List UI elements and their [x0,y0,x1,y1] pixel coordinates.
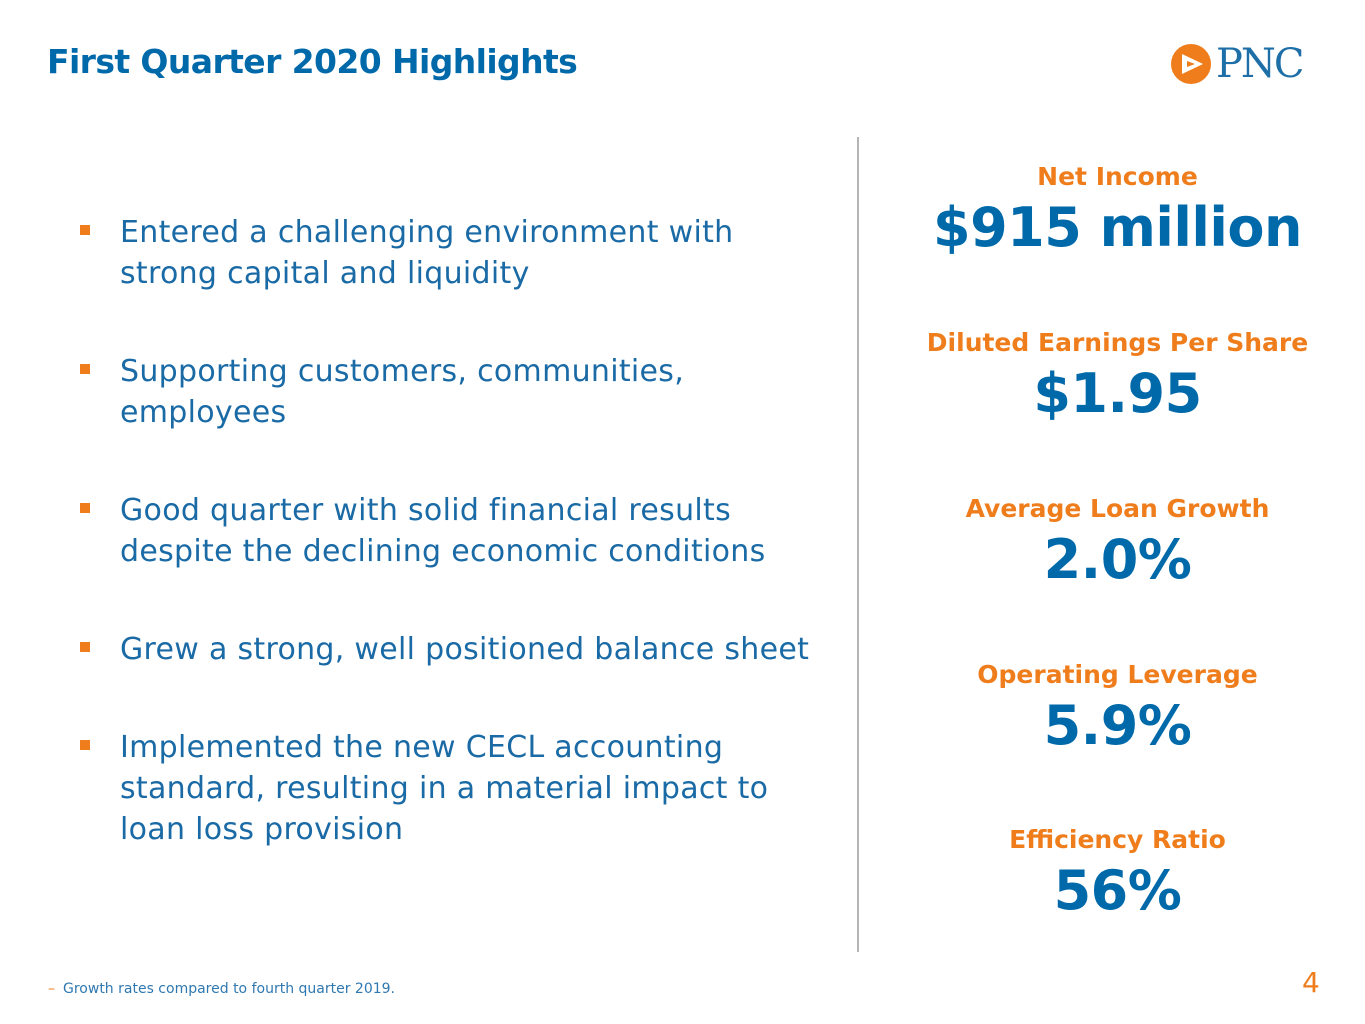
bullet-square-icon [80,642,90,652]
list-item-text: Entered a challenging environment with s… [120,215,734,291]
list-item-text: Supporting customers, communities, emplo… [120,354,685,430]
page-number: 4 [1302,966,1320,999]
list-item-text: Implemented the new CECL accounting stan… [120,730,769,847]
metric-label-eps: Diluted Earnings Per Share [926,328,1309,357]
metric-value-efficiency-ratio: 56% [1053,859,1182,922]
bullet-square-icon [80,740,90,750]
metric-label-net-income: Net Income [1037,162,1198,191]
list-item: Supporting customers, communities, emplo… [75,351,815,433]
list-item: Implemented the new CECL accounting stan… [75,727,815,850]
footnote: – Growth rates compared to fourth quarter… [48,981,395,997]
metric-value-eps: $1.95 [1033,362,1202,425]
list-item: Entered a challenging environment with s… [75,212,815,294]
page-title: First Quarter 2020 Highlights [47,42,578,81]
metrics-panel: Net Income $915 million Diluted Earnings… [900,0,1335,1024]
vertical-divider [857,137,859,952]
metric-label-operating-leverage: Operating Leverage [977,660,1258,689]
logo-text: PNC [1216,41,1305,87]
bullet-square-icon [80,364,90,374]
pnc-logo: PNC [1170,40,1320,88]
metric-value-operating-leverage: 5.9% [1043,694,1192,757]
list-item: Grew a strong, well positioned balance s… [75,629,815,670]
metric-label-efficiency-ratio: Efficiency Ratio [1009,825,1226,854]
bullet-square-icon [80,225,90,235]
list-item-text: Grew a strong, well positioned balance s… [120,632,810,667]
list-item-text: Good quarter with solid financial result… [120,493,766,569]
metric-value-net-income: $915 million [933,196,1302,259]
bullet-square-icon [80,503,90,513]
pnc-triangle-logo-icon [1171,44,1211,84]
footnote-dash: – [48,981,55,997]
list-item: Good quarter with solid financial result… [75,490,815,572]
metric-value-loan-growth: 2.0% [1043,528,1192,591]
metric-label-loan-growth: Average Loan Growth [965,494,1270,523]
footnote-text: Growth rates compared to fourth quarter … [63,981,395,997]
